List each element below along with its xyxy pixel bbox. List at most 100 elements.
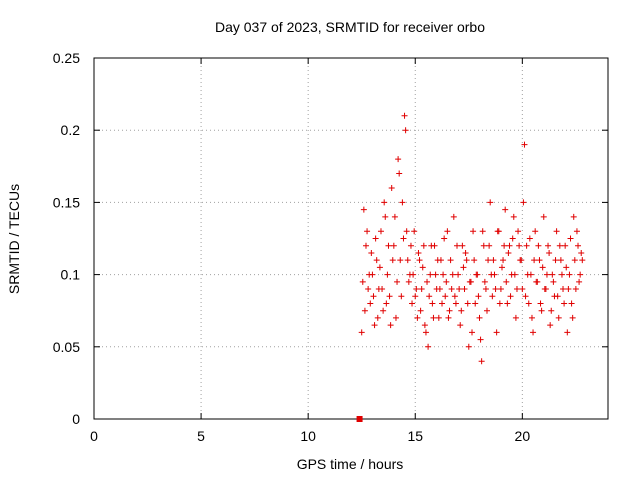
data-point	[450, 213, 457, 220]
data-point	[550, 278, 557, 285]
data-point	[454, 242, 461, 249]
data-point	[457, 322, 464, 329]
data-point	[415, 249, 422, 256]
grid-lines	[94, 58, 608, 419]
data-point	[462, 249, 469, 256]
data-point	[367, 300, 374, 307]
plot-frame	[93, 57, 609, 420]
data-point	[452, 300, 459, 307]
y-tick-label: 0.2	[61, 122, 81, 138]
data-point	[502, 206, 509, 213]
data-point	[567, 235, 574, 242]
x-tick-label: 5	[197, 428, 205, 444]
data-point	[441, 235, 448, 242]
data-point	[557, 257, 564, 264]
data-point	[362, 242, 369, 249]
data-point	[418, 286, 425, 293]
data-point	[464, 300, 471, 307]
data-point	[447, 257, 454, 264]
data-point	[509, 235, 516, 242]
data-point	[476, 314, 483, 321]
data-point	[372, 235, 379, 242]
data-point	[498, 264, 505, 271]
y-tick-label: 0	[72, 411, 80, 427]
data-point	[566, 271, 573, 278]
data-point	[553, 228, 560, 235]
data-point	[536, 257, 543, 264]
data-point	[546, 249, 553, 256]
data-point	[396, 170, 403, 177]
data-point	[397, 257, 404, 264]
data-point	[571, 257, 578, 264]
data-point	[413, 286, 420, 293]
x-tick-label: 10	[300, 428, 316, 444]
x-tick-label: 15	[407, 428, 423, 444]
axis-ticks: 0 5 10 15 20 0 0.05 0.1 0.15 0.2 0.25	[53, 50, 608, 444]
data-point	[451, 293, 458, 300]
data-point	[465, 343, 472, 350]
data-point	[494, 228, 501, 235]
data-point	[473, 271, 480, 278]
data-point	[485, 257, 492, 264]
data-point	[424, 278, 431, 285]
data-point	[459, 242, 466, 249]
data-point	[565, 286, 572, 293]
data-point	[523, 242, 530, 249]
data-point	[549, 271, 556, 278]
data-point	[411, 228, 418, 235]
data-point	[506, 242, 513, 249]
data-point	[416, 257, 423, 264]
data-point	[568, 300, 575, 307]
data-point	[531, 257, 538, 264]
data-point	[486, 242, 493, 249]
data-point	[444, 228, 451, 235]
data-point	[400, 235, 407, 242]
data-point	[371, 322, 378, 329]
data-point	[384, 271, 391, 278]
data-point	[524, 271, 531, 278]
data-point	[555, 314, 562, 321]
data-point	[533, 278, 540, 285]
y-axis-label: SRMTID / TECUs	[6, 184, 22, 294]
data-point	[548, 307, 555, 314]
data-point	[543, 271, 550, 278]
data-point	[366, 271, 373, 278]
data-point	[380, 307, 387, 314]
data-point	[541, 286, 548, 293]
data-point	[381, 199, 388, 206]
data-point	[435, 314, 442, 321]
data-point	[460, 264, 467, 271]
data-point	[391, 213, 398, 220]
data-point	[427, 271, 434, 278]
data-point	[510, 213, 517, 220]
data-point	[511, 271, 518, 278]
data-point	[576, 278, 583, 285]
data-point	[386, 293, 393, 300]
data-point	[507, 293, 514, 300]
data-point	[522, 293, 529, 300]
data-point	[466, 278, 473, 285]
data-point	[572, 286, 579, 293]
data-point	[483, 307, 490, 314]
data-point	[478, 358, 485, 365]
data-point	[365, 286, 372, 293]
y-tick-label: 0.1	[61, 267, 81, 283]
data-point	[422, 329, 429, 336]
data-point	[519, 286, 526, 293]
data-point	[442, 293, 449, 300]
data-point	[402, 127, 409, 134]
data-point	[412, 293, 419, 300]
data-point	[385, 242, 392, 249]
data-point	[475, 293, 482, 300]
data-point	[561, 300, 568, 307]
data-point	[374, 314, 381, 321]
data-point	[525, 300, 532, 307]
data-point	[409, 300, 416, 307]
data-point	[404, 257, 411, 264]
data-point	[434, 257, 441, 264]
data-point	[570, 213, 577, 220]
data-point	[446, 307, 453, 314]
data-point	[360, 206, 367, 213]
data-point	[500, 257, 507, 264]
data-point	[461, 286, 468, 293]
